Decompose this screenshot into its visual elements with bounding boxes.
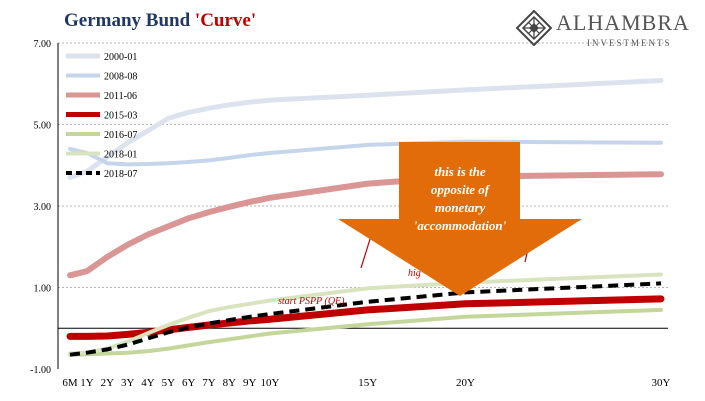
x-tick-label: 10Y [261, 377, 280, 389]
x-tick-label: 20Y [456, 377, 475, 389]
x-tick-label: 7Y [202, 377, 216, 389]
x-tick-label: 15Y [358, 377, 377, 389]
legend-label-2018-07: 2018-07 [104, 169, 137, 180]
y-tick-label: 5.00 [34, 121, 52, 132]
legend: 2000-01 2008-08 2011-06 2015-03 2016-07 2018-… [66, 52, 137, 180]
chart-title-accent: 'Curve' [194, 10, 257, 31]
arrow-text-line: opposite of [431, 182, 491, 197]
brand-logo: ALHAMBRA INVESTMENTS [512, 8, 692, 54]
y-tick-label: 3.00 [34, 202, 52, 213]
annotation-arrow: this is the opposite of monetary 'accommoda… [338, 142, 582, 296]
chart-title: Germany Bund 'Curve' [64, 10, 256, 32]
series-line-2011-06 [67, 171, 664, 279]
y-tick-label: 1.00 [34, 284, 52, 295]
x-tick-labels: 6M 1Y 2Y 3Y 4Y 5Y 6Y 7Y 8Y 9Y 10Y 15Y 20Y 30Y [62, 377, 670, 389]
x-tick-label: 30Y [652, 377, 671, 389]
legend-label-2011-06: 2011-06 [104, 91, 137, 102]
series-lines [66, 78, 665, 357]
arrow-text-line: monetary [435, 200, 486, 215]
x-tick-label: 4Y [141, 377, 155, 389]
brand-diamond-icon [516, 10, 552, 46]
y-tick-label: -1.00 [30, 365, 51, 376]
series-line-2008-08 [68, 139, 663, 167]
x-tick-label: 5Y [162, 377, 176, 389]
legend-label-2016-07: 2016-07 [104, 130, 137, 141]
legend-label-2008-08: 2008-08 [104, 72, 137, 83]
arrow-text-line: 'accommodation' [414, 218, 507, 233]
legend-label-2000-01: 2000-01 [104, 52, 137, 63]
series-line-2018-07 [69, 281, 662, 357]
y-tick-labels: -1.00 1.00 3.00 5.00 7.00 [30, 39, 51, 376]
legend-label-2015-03: 2015-03 [104, 111, 137, 122]
higher-label: hig [408, 268, 421, 279]
x-tick-label: 6Y [182, 377, 196, 389]
arrow-text-line: this is the [434, 164, 486, 179]
chart-title-main: Germany Bund [64, 10, 195, 31]
brand-subtitle: INVESTMENTS [587, 38, 672, 48]
y-tick-label: 7.00 [34, 39, 52, 50]
x-tick-label: 9Y [243, 377, 257, 389]
x-tick-label: 2Y [101, 377, 115, 389]
x-tick-label: 6M [62, 377, 78, 389]
series-line-2016-07 [68, 307, 663, 357]
x-tick-label: 8Y [223, 377, 237, 389]
x-tick-label: 3Y [121, 377, 135, 389]
series-line-2000-01 [67, 78, 664, 180]
down-arrow-shape [338, 142, 582, 296]
x-tick-label: 1Y [80, 377, 94, 389]
legend-label-2018-01: 2018-01 [104, 150, 137, 161]
annotation-bracket-left [360, 235, 372, 269]
start-pspp-label: start PSPP (QE) [278, 296, 345, 307]
brand-name: ALHAMBRA [556, 10, 690, 35]
